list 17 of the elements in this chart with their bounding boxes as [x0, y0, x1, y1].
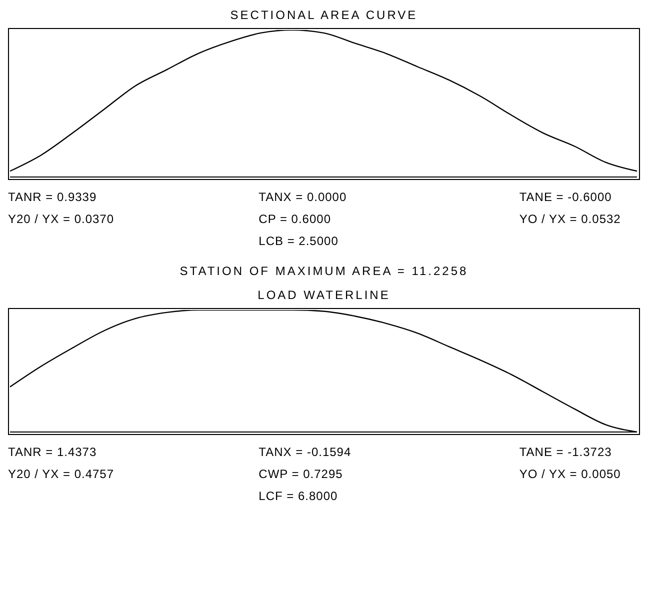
text: TANX = 0.0000 [258, 190, 348, 204]
text: TANE = -0.6000 [518, 190, 613, 204]
text: YO / YX = 0.0050 [518, 467, 622, 481]
text: STATION OF MAXIMUM AREA = 11.2258 [178, 264, 470, 278]
text: Y20 / YX = 0.0370 [8, 212, 116, 226]
text: TANR = 1.4373 [8, 445, 98, 459]
chart-title: SECTIONAL AREA CURVE [229, 8, 419, 22]
text: Y20 / YX = 0.4757 [8, 467, 116, 481]
text: LCB = 2.5000 [258, 234, 340, 248]
text: TANE = -1.3723 [518, 445, 613, 459]
text: CWP = 0.7295 [258, 467, 344, 481]
text: YO / YX = 0.0532 [518, 212, 622, 226]
chart-title: LOAD WATERLINE [256, 288, 392, 302]
text: LCF = 6.8000 [258, 489, 339, 503]
text: CP = 0.6000 [258, 212, 332, 226]
text: TANX = -0.1594 [258, 445, 352, 459]
text: TANR = 0.9339 [8, 190, 98, 204]
